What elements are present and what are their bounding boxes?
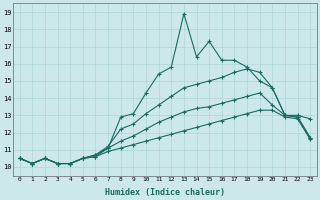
X-axis label: Humidex (Indice chaleur): Humidex (Indice chaleur) — [105, 188, 225, 197]
